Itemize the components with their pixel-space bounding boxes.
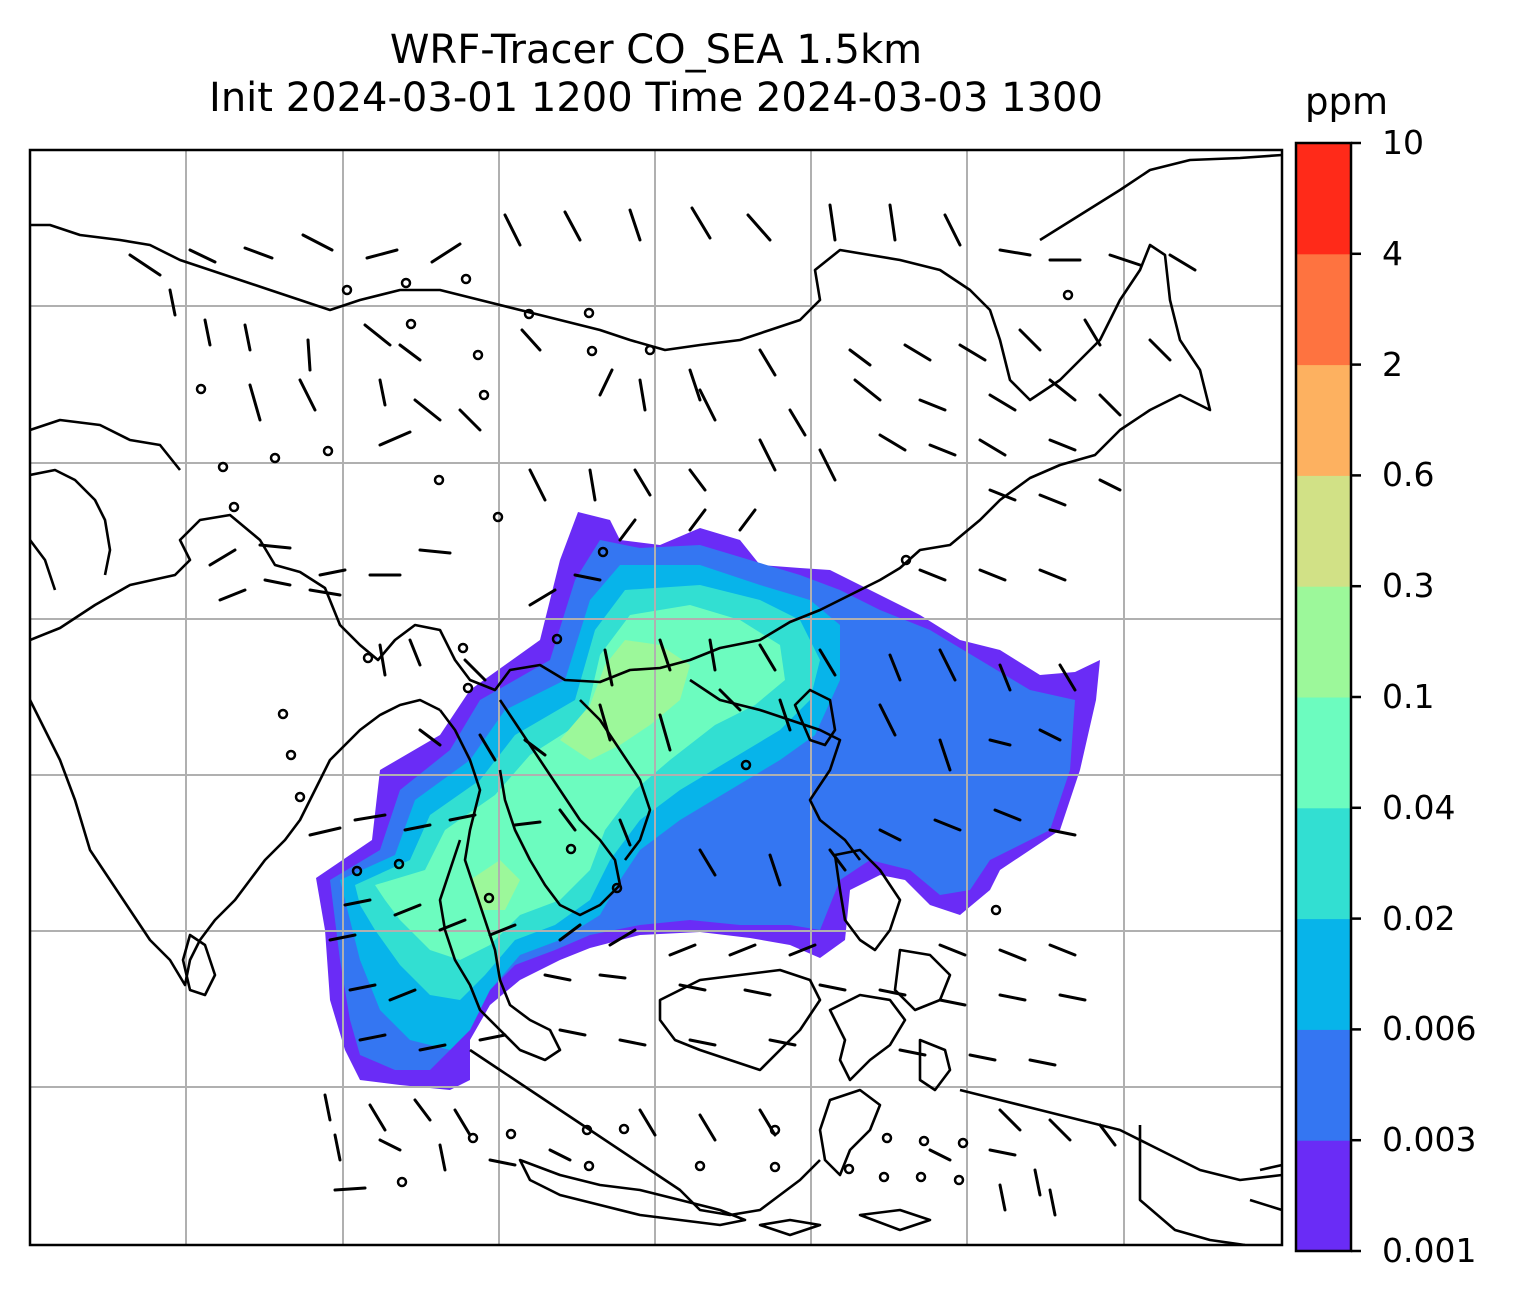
colorbar-tick-label-4: 0.04: [1382, 787, 1456, 827]
map-title: WRF-Tracer CO_SEA 1.5km Init 2024-03-01 …: [30, 26, 1282, 122]
graticule: [30, 150, 1282, 1245]
colorbar-tick-label-1: 0.003: [1382, 1120, 1477, 1160]
colorbar-segment-4: [1296, 697, 1351, 809]
colorbar-segment-8: [1296, 253, 1351, 366]
coastlines: [30, 153, 1282, 1245]
colorbar-segment-0: [1296, 1140, 1351, 1252]
colorbar-segment-6: [1296, 475, 1351, 587]
colorbar-tick-label-6: 0.3: [1382, 566, 1435, 606]
colorbar-tick-label-8: 2: [1382, 344, 1403, 384]
colorbar-segment-7: [1296, 364, 1351, 476]
calm-markers: [195, 273, 1074, 1188]
colorbar-segment-5: [1296, 586, 1351, 698]
colorbar-segment-1: [1296, 1029, 1351, 1141]
colorbar-tick-label-9: 4: [1382, 233, 1403, 273]
tracer-level-0.1b: [470, 860, 520, 910]
colorbar-segment-9: [1296, 143, 1351, 255]
colorbar-tick-label-3: 0.02: [1382, 898, 1456, 938]
colorbar-tick-label-0: 0.001: [1382, 1231, 1477, 1270]
colorbar-segment-3: [1296, 807, 1351, 920]
map-frame: [28, 148, 1284, 1247]
colorbar-unit-label: ppm: [1305, 80, 1389, 123]
title-line-1: WRF-Tracer CO_SEA 1.5km: [389, 27, 923, 73]
colorbar-segment-2: [1296, 918, 1351, 1030]
wind-barbs: [128, 203, 1197, 1217]
tracer-field: [316, 512, 1100, 1090]
tracer-level-0.04: [375, 605, 785, 960]
colorbar-tick-label-10: 10: [1382, 123, 1424, 162]
title-line-2: Init 2024-03-01 1200 Time 2024-03-03 130…: [209, 75, 1103, 121]
colorbar: [1294, 141, 1361, 1253]
tracer-level-0.1: [560, 640, 690, 760]
colorbar-tick-label-5: 0.1: [1382, 677, 1435, 716]
colorbar-tick-label-7: 0.6: [1382, 455, 1435, 495]
colorbar-tick-label-2: 0.006: [1382, 1009, 1477, 1049]
